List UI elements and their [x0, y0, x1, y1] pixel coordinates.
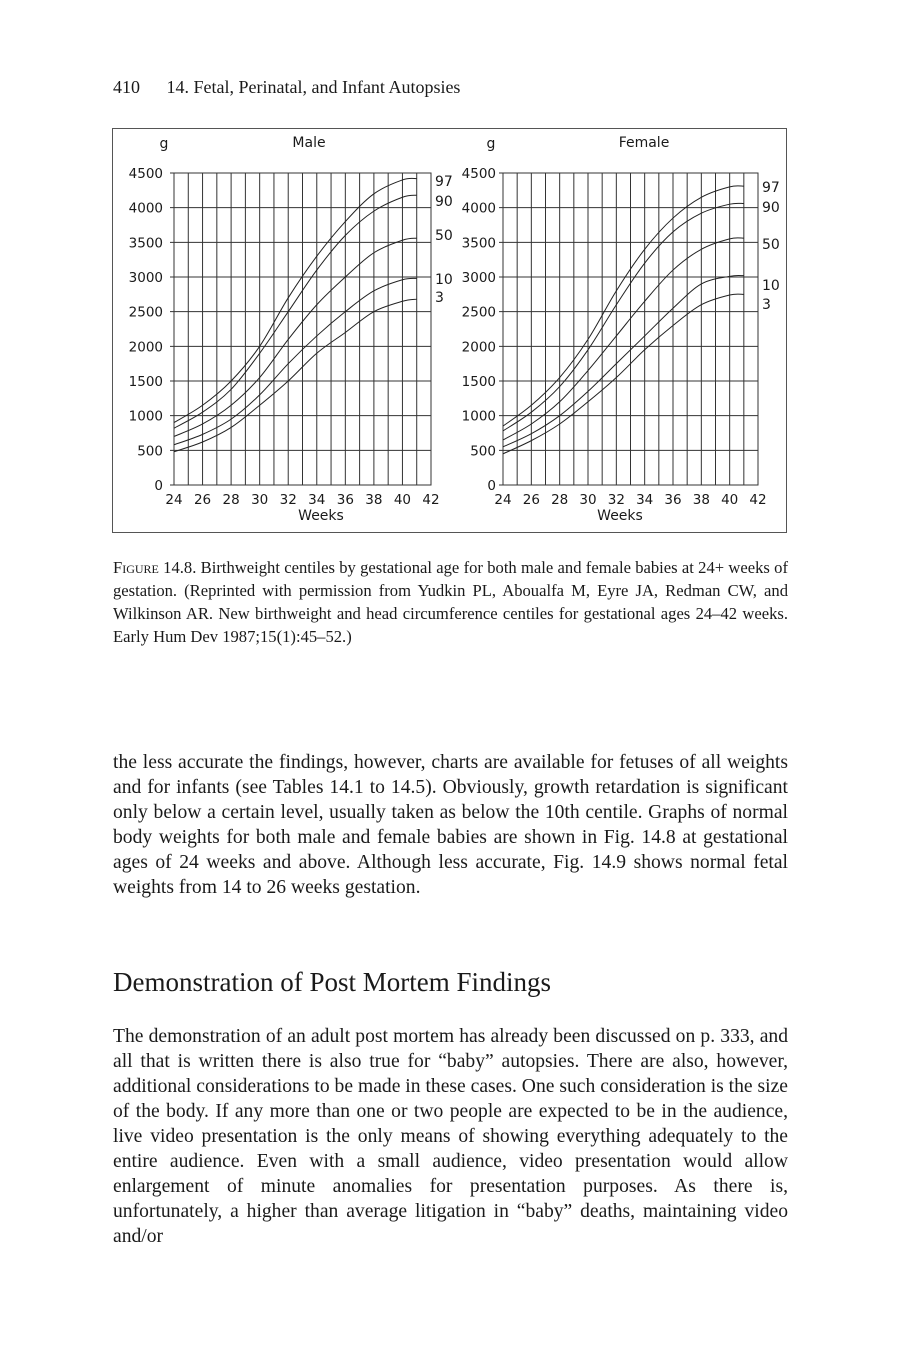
birthweight-charts: 24 26 28 30 32 34 36 38 40 4205001000150020002500…: [129, 135, 780, 524]
female-y-tick-4500: 4500: [462, 166, 496, 182]
male-x-tick-30: 30: [251, 492, 268, 508]
male-y-tick-1000: 1000: [129, 409, 163, 425]
male-x-tick-40: 40: [394, 492, 411, 508]
male-centile-label-10: 10: [435, 272, 453, 288]
female-plot-frame: [502, 172, 759, 486]
male-x-tick-36: 36: [337, 492, 354, 508]
female-centile-label-50: 50: [762, 237, 780, 253]
male-y-tick-500: 500: [137, 443, 163, 459]
male-x-tick-24: 24: [165, 492, 182, 508]
female-x-tick-38: 38: [693, 492, 710, 508]
female-x-tick-24: 24: [494, 492, 511, 508]
figure-caption: Figure 14.8. Birthweight centiles by ges…: [113, 556, 788, 648]
male-y-tick-4500: 4500: [129, 166, 163, 182]
female-x-tick-40: 40: [721, 492, 738, 508]
female-series-10: [502, 274, 744, 448]
female-y-tick-1000: 1000: [462, 409, 496, 425]
female-y-tick-2500: 2500: [462, 305, 496, 321]
figure-14-8: 24 26 28 30 32 34 36 38 40 42 0 500 1000 1500 2000 2500…: [112, 128, 787, 533]
female-centile-label-10: 10: [762, 278, 780, 294]
male-y-tick-3000: 3000: [129, 270, 163, 286]
female-series-90: [502, 202, 744, 432]
male-x-tick-34: 34: [308, 492, 325, 508]
male-centile-label-50: 50: [435, 228, 453, 244]
male-series-10: [173, 277, 417, 446]
male-series-50: [173, 237, 417, 437]
body-paragraph-1: the less accurate the findings, however,…: [113, 752, 788, 898]
female-series-50: [502, 237, 744, 441]
male-series-3: [173, 298, 417, 453]
female-x-tick-28: 28: [551, 492, 568, 508]
male-series-97: [173, 177, 417, 424]
male-x-tick-28: 28: [223, 492, 240, 508]
female-y-tick-0: 0: [487, 478, 496, 494]
male-y-tick-2000: 2000: [129, 339, 163, 355]
female-centile-label-97: 97: [762, 180, 780, 196]
female-x-tick-30: 30: [579, 492, 596, 508]
chapter-title: 14. Fetal, Perinatal, and Infant Autopsi…: [166, 77, 461, 97]
female-centile-label-3: 3: [762, 297, 771, 313]
female-x-axis-label: Weeks: [597, 508, 643, 524]
female-x-tick-34: 34: [636, 492, 653, 508]
running-head: 410 14. Fetal, Perinatal, and Infant Aut…: [113, 77, 460, 98]
male-x-tick-38: 38: [365, 492, 382, 508]
section-heading: Demonstration of Post Mortem Findings: [113, 967, 551, 997]
page-number: 410: [113, 77, 140, 97]
female-y-tick-1500: 1500: [462, 374, 496, 390]
female-x-tick-32: 32: [608, 492, 625, 508]
female-series-97: [502, 185, 744, 427]
female-x-tick-26: 26: [523, 492, 540, 508]
female-x-tick-36: 36: [664, 492, 681, 508]
male-centile-label-90: 90: [435, 194, 453, 210]
male-y-tick-2500: 2500: [129, 305, 163, 321]
body-paragraph-2: The demonstration of an adult post morte…: [113, 1026, 788, 1247]
female-y-tick-3000: 3000: [462, 270, 496, 286]
female-x-tick-42: 42: [749, 492, 766, 508]
male-y-axis-label: g: [160, 136, 169, 152]
male-plot-frame: [173, 172, 432, 486]
male-x-tick-26: 26: [194, 492, 211, 508]
female-y-tick-4000: 4000: [462, 201, 496, 217]
female-y-tick-3500: 3500: [462, 235, 496, 251]
male-chart-title: Male: [292, 135, 325, 151]
figure-label: Figure 14.8.: [113, 558, 197, 577]
male-x-tick-42: 42: [422, 492, 439, 508]
female-series-3: [502, 293, 744, 455]
figure-caption-text: Birthweight centiles by gestational age …: [113, 558, 788, 646]
male-y-tick-1500: 1500: [129, 374, 163, 390]
female-chart-title: Female: [619, 135, 670, 151]
male-y-tick-0: 0: [154, 478, 163, 494]
male-x-tick-32: 32: [280, 492, 297, 508]
male-series-90: [173, 194, 417, 429]
female-y-tick-2000: 2000: [462, 339, 496, 355]
male-x-axis-label: Weeks: [298, 508, 344, 524]
male-centile-label-97: 97: [435, 174, 453, 190]
male-y-tick-3500: 3500: [129, 235, 163, 251]
female-centile-label-90: 90: [762, 200, 780, 216]
female-y-axis-label: g: [487, 136, 496, 152]
male-centile-label-3: 3: [435, 290, 444, 306]
male-y-tick-4000: 4000: [129, 201, 163, 217]
female-y-tick-500: 500: [470, 443, 496, 459]
